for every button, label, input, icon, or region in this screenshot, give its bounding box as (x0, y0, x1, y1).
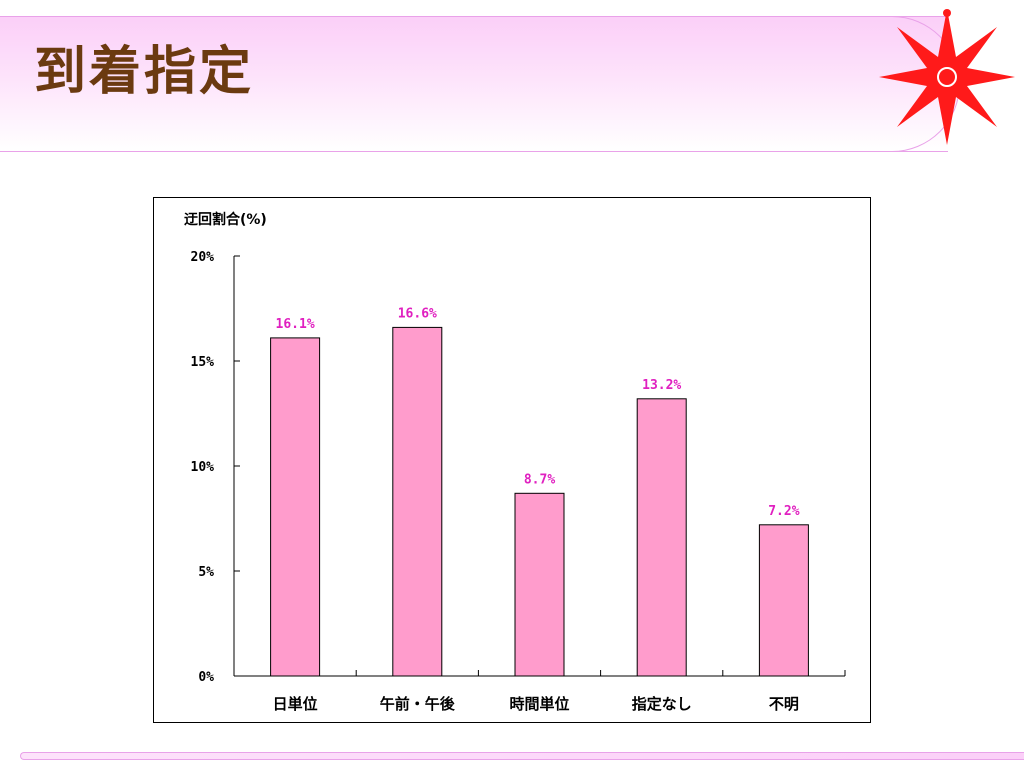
bar (514, 492, 565, 677)
bar-value-label: 16.6% (398, 306, 437, 321)
page-title: 到着指定 (34, 42, 255, 102)
y-tick-label: 15% (191, 355, 215, 370)
bottom-decor-bar (20, 752, 1024, 760)
y-tick-label: 10% (191, 460, 215, 475)
bar (636, 398, 687, 677)
title-band (0, 16, 948, 152)
bar-value-label: 16.1% (276, 317, 315, 332)
y-axis-label: 迂回割合(%) (184, 211, 267, 228)
bar (270, 337, 321, 677)
bar-value-label: 7.2% (768, 504, 799, 519)
bar (758, 524, 809, 677)
y-tick-label: 0% (198, 670, 214, 685)
compass-star-icon (879, 9, 1015, 145)
bar (392, 326, 443, 677)
compass-center (937, 67, 957, 87)
category-label: 時間単位 (509, 695, 569, 713)
y-tick-label: 20% (191, 250, 215, 265)
bar-value-label: 13.2% (642, 378, 681, 393)
compass-star-main (879, 9, 1015, 145)
y-tick-label: 5% (198, 565, 214, 580)
bar-value-label: 8.7% (524, 472, 555, 487)
bar-chart: 迂回割合(%) 0% 5% 10% 15% 20% 16.1% 日単位 16.6% 午前・午後 8.… (184, 211, 846, 713)
category-label: 日単位 (273, 695, 318, 713)
category-label: 不明 (769, 695, 799, 713)
compass-tip (943, 9, 951, 17)
category-label: 午前・午後 (380, 695, 456, 713)
chart-frame: 迂回割合(%) 0% 5% 10% 15% 20% 16.1% 日単位 16.6% 午前・午後 8.… (153, 197, 871, 723)
category-label: 指定なし (632, 695, 692, 713)
